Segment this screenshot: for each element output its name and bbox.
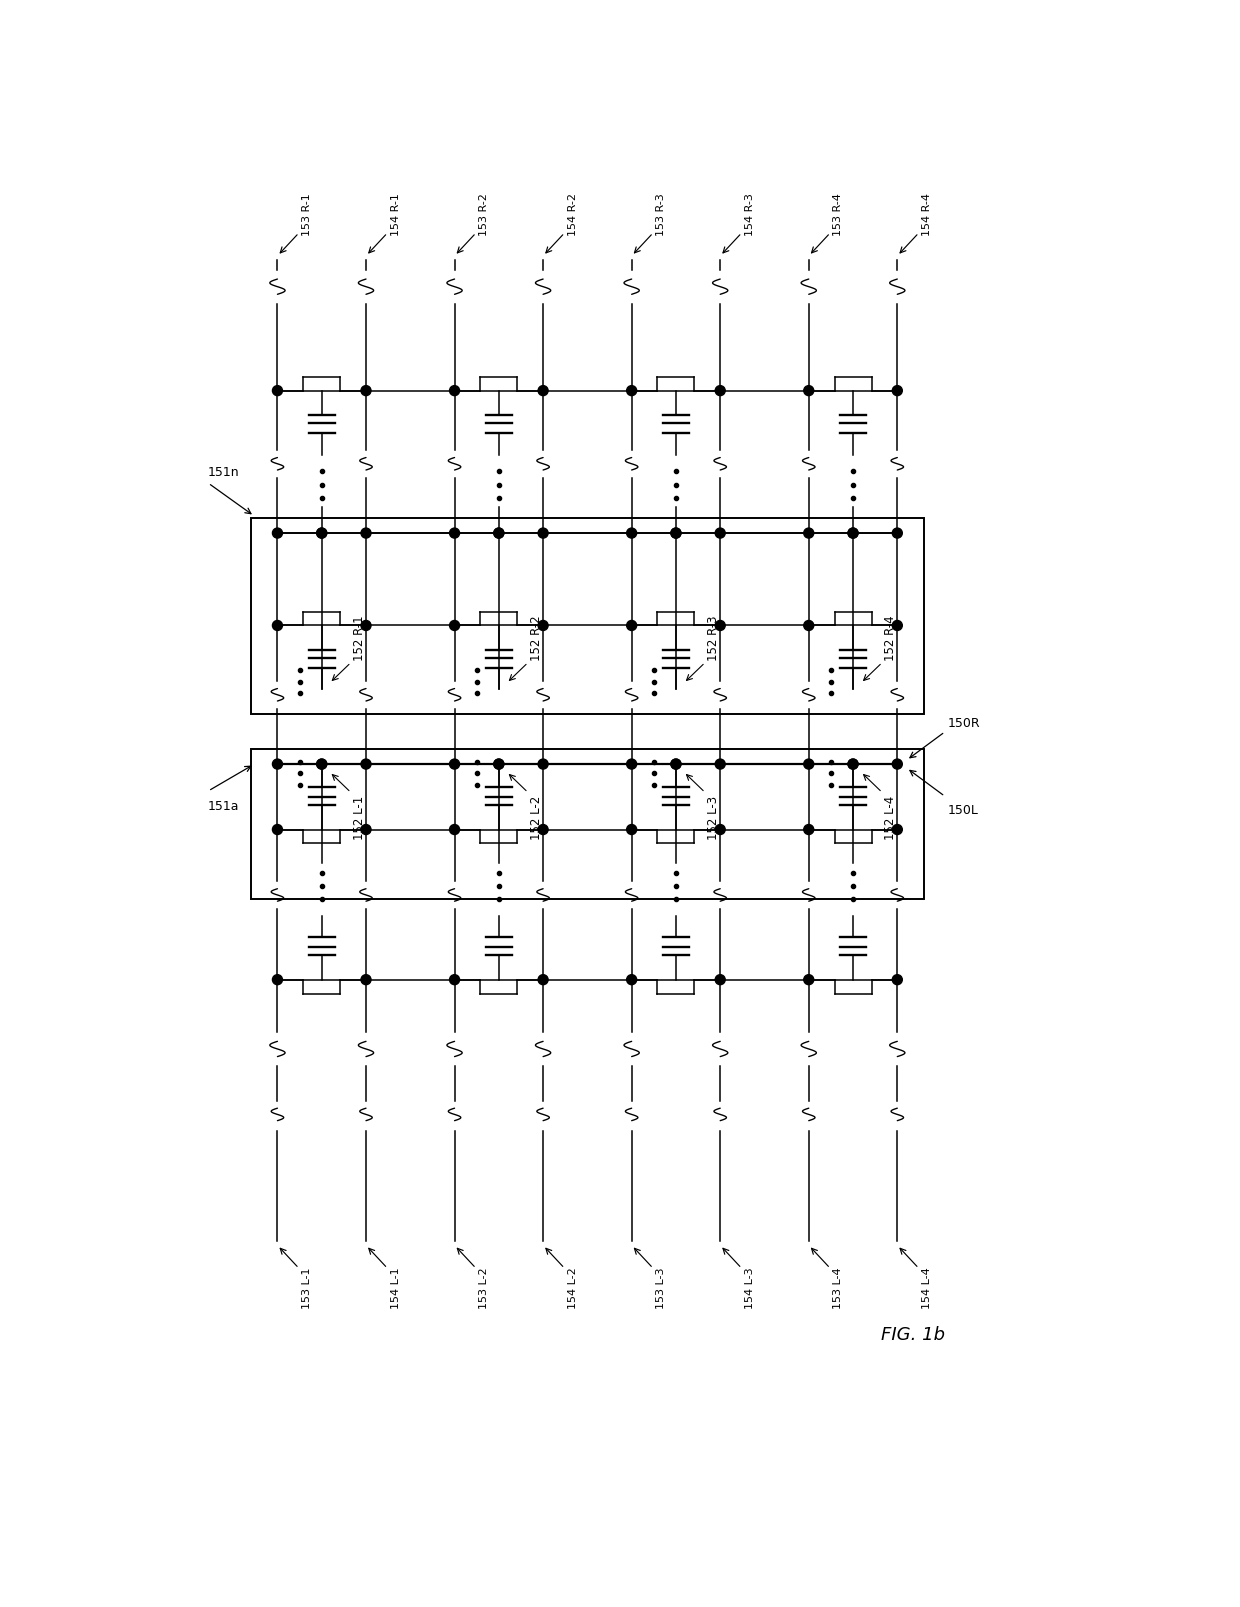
Circle shape <box>316 529 326 538</box>
Circle shape <box>316 760 326 770</box>
Circle shape <box>361 386 371 397</box>
Circle shape <box>273 975 283 985</box>
Bar <box>250 749 924 900</box>
Circle shape <box>538 824 548 836</box>
Circle shape <box>273 824 283 836</box>
Circle shape <box>450 620 460 632</box>
Circle shape <box>893 975 903 985</box>
Circle shape <box>626 975 636 985</box>
Text: 152 L-4: 152 L-4 <box>884 795 897 839</box>
Text: 154 L-1: 154 L-1 <box>391 1266 401 1308</box>
Text: FIG. 1b: FIG. 1b <box>880 1326 945 1343</box>
Text: 150R: 150R <box>947 717 980 730</box>
Text: 152 L-3: 152 L-3 <box>707 795 719 839</box>
Circle shape <box>273 620 283 632</box>
Circle shape <box>450 529 460 538</box>
Circle shape <box>538 620 548 632</box>
Circle shape <box>893 386 903 397</box>
Circle shape <box>715 975 725 985</box>
Circle shape <box>273 529 283 538</box>
Circle shape <box>804 386 813 397</box>
Text: 154 R-3: 154 R-3 <box>745 193 755 236</box>
Circle shape <box>804 620 813 632</box>
Circle shape <box>671 760 681 770</box>
Circle shape <box>494 760 503 770</box>
Text: 151n: 151n <box>208 466 239 479</box>
Circle shape <box>450 760 460 770</box>
Circle shape <box>361 529 371 538</box>
Circle shape <box>494 529 503 538</box>
Circle shape <box>715 620 725 632</box>
Circle shape <box>715 386 725 397</box>
Text: 153 L-3: 153 L-3 <box>656 1266 666 1308</box>
Circle shape <box>893 760 903 770</box>
Text: 151a: 151a <box>208 799 239 812</box>
Circle shape <box>316 529 326 538</box>
Circle shape <box>804 760 813 770</box>
Text: 153 L-2: 153 L-2 <box>479 1266 490 1308</box>
Circle shape <box>848 529 858 538</box>
Circle shape <box>273 386 283 397</box>
Circle shape <box>804 824 813 836</box>
Circle shape <box>671 529 681 538</box>
Text: 154 L-2: 154 L-2 <box>568 1266 578 1308</box>
Circle shape <box>273 760 283 770</box>
Circle shape <box>450 975 460 985</box>
Bar <box>250 519 924 715</box>
Text: 153 L-4: 153 L-4 <box>833 1266 843 1308</box>
Circle shape <box>626 529 636 538</box>
Circle shape <box>450 386 460 397</box>
Circle shape <box>715 760 725 770</box>
Text: 152 R-4: 152 R-4 <box>884 615 897 660</box>
Circle shape <box>538 760 548 770</box>
Circle shape <box>494 760 503 770</box>
Text: 154 L-3: 154 L-3 <box>745 1266 755 1308</box>
Circle shape <box>893 529 903 538</box>
Circle shape <box>361 760 371 770</box>
Circle shape <box>361 975 371 985</box>
Circle shape <box>626 824 636 836</box>
Circle shape <box>494 529 503 538</box>
Circle shape <box>316 760 326 770</box>
Circle shape <box>361 824 371 836</box>
Text: 152 R-3: 152 R-3 <box>707 615 719 660</box>
Circle shape <box>671 760 681 770</box>
Circle shape <box>893 824 903 836</box>
Circle shape <box>361 620 371 632</box>
Text: 154 L-4: 154 L-4 <box>921 1266 932 1308</box>
Text: 152 L-2: 152 L-2 <box>529 795 543 839</box>
Circle shape <box>626 760 636 770</box>
Text: 153 R-2: 153 R-2 <box>479 193 490 236</box>
Circle shape <box>450 824 460 836</box>
Text: 152 L-1: 152 L-1 <box>352 795 366 839</box>
Circle shape <box>893 620 903 632</box>
Circle shape <box>715 529 725 538</box>
Text: 153 L-1: 153 L-1 <box>303 1266 312 1308</box>
Text: 150L: 150L <box>947 804 978 816</box>
Text: 154 R-4: 154 R-4 <box>921 193 932 236</box>
Circle shape <box>671 529 681 538</box>
Circle shape <box>626 386 636 397</box>
Text: 153 R-3: 153 R-3 <box>656 193 666 236</box>
Circle shape <box>538 386 548 397</box>
Text: 153 R-4: 153 R-4 <box>833 193 843 236</box>
Circle shape <box>848 760 858 770</box>
Circle shape <box>538 975 548 985</box>
Text: 152 R-1: 152 R-1 <box>352 615 366 660</box>
Text: 154 R-1: 154 R-1 <box>391 193 401 236</box>
Circle shape <box>848 760 858 770</box>
Text: 152 R-2: 152 R-2 <box>529 615 543 660</box>
Circle shape <box>626 620 636 632</box>
Circle shape <box>804 975 813 985</box>
Text: 154 R-2: 154 R-2 <box>568 193 578 236</box>
Circle shape <box>715 824 725 836</box>
Circle shape <box>848 529 858 538</box>
Text: 153 R-1: 153 R-1 <box>303 193 312 236</box>
Circle shape <box>804 529 813 538</box>
Circle shape <box>538 529 548 538</box>
